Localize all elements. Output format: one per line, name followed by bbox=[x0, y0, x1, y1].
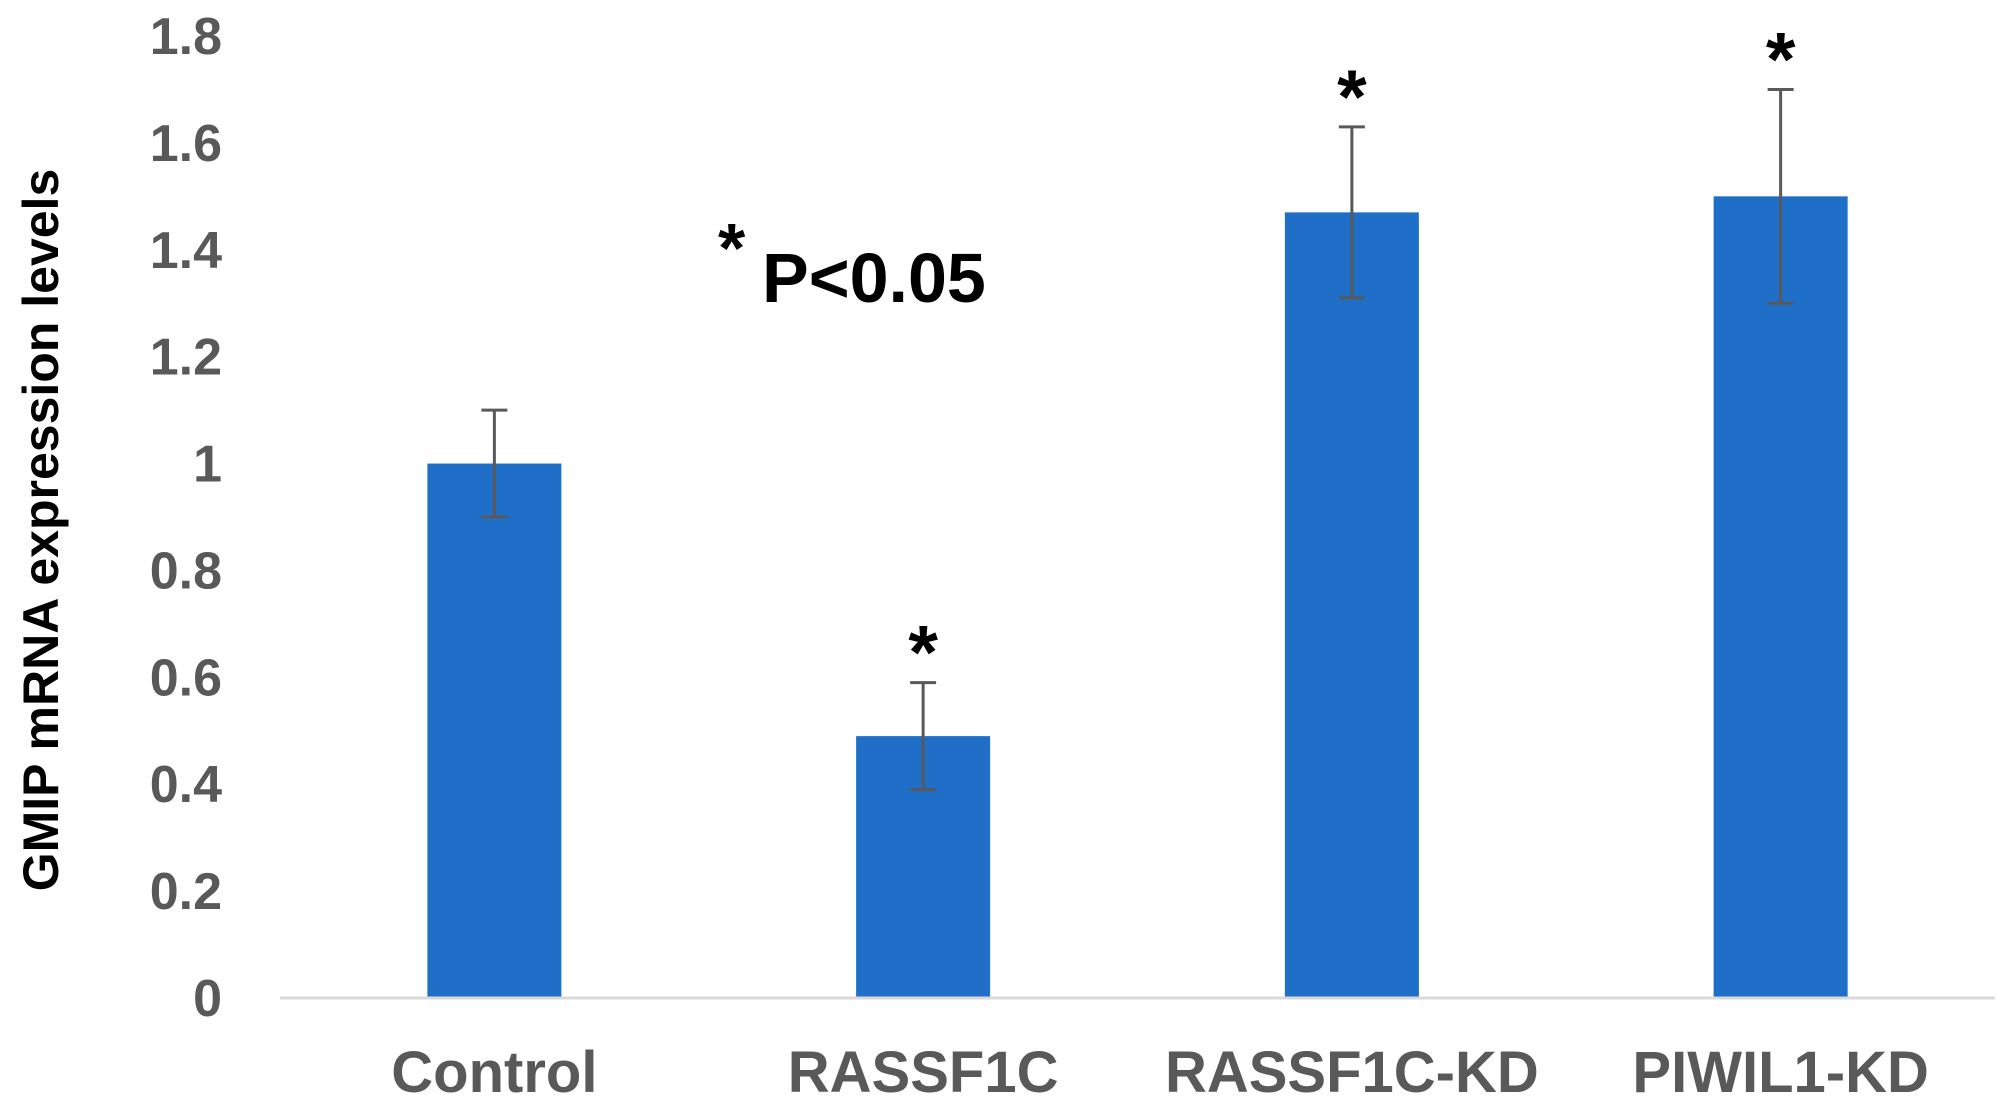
y-axis-title: GMIP mRNA expression levels bbox=[13, 169, 69, 892]
y-tick-label: 0 bbox=[193, 970, 222, 1028]
bar bbox=[427, 463, 562, 998]
y-tick-label: 1.6 bbox=[150, 115, 222, 173]
y-tick-label: 0.2 bbox=[150, 863, 222, 921]
significance-star: * bbox=[1337, 55, 1367, 140]
y-tick-label: 1.2 bbox=[150, 329, 222, 387]
y-tick-label: 0.8 bbox=[150, 542, 222, 600]
significance-star: * bbox=[908, 611, 938, 696]
y-axis-ticks: 0 0.2 0.4 0.6 0.8 1 1.2 1.4 1.6 1.8 bbox=[150, 8, 222, 1028]
y-tick-label: 0.4 bbox=[150, 756, 222, 814]
error-bars bbox=[481, 87, 1794, 792]
significance-markers: * * * bbox=[908, 17, 1796, 695]
error-bar bbox=[481, 408, 508, 519]
category-labels: Control RASSF1C RASSF1C-KD PIWIL1-KD bbox=[391, 1040, 1929, 1104]
significance-star: * bbox=[1766, 17, 1796, 102]
error-bar bbox=[910, 681, 937, 792]
y-tick-label: 1 bbox=[193, 436, 222, 494]
bar bbox=[1713, 196, 1848, 999]
x-category-label: RASSF1C bbox=[788, 1040, 1059, 1104]
annotation-star: * bbox=[718, 209, 746, 287]
y-tick-label: 0.6 bbox=[150, 649, 222, 707]
y-tick-label: 1.8 bbox=[150, 8, 222, 66]
bar bbox=[1284, 212, 1419, 998]
x-category-label: Control bbox=[391, 1040, 597, 1104]
x-category-label: RASSF1C-KD bbox=[1165, 1040, 1539, 1104]
annotation-p-value: P<0.05 bbox=[762, 239, 986, 317]
error-bar bbox=[1767, 87, 1794, 305]
x-category-label: PIWIL1-KD bbox=[1632, 1040, 1928, 1104]
bars bbox=[427, 196, 1848, 999]
y-tick-label: 1.4 bbox=[150, 222, 222, 280]
error-bar bbox=[1338, 125, 1365, 300]
